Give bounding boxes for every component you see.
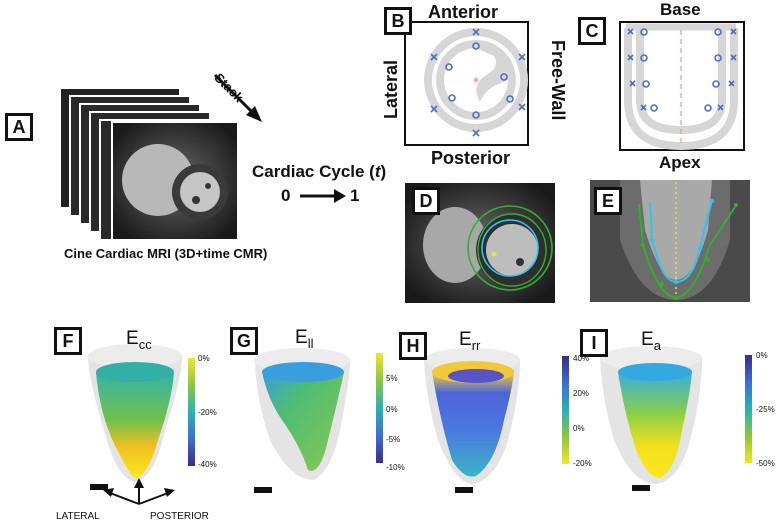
panel-label-i: I — [580, 329, 608, 357]
panel-label-b: B — [384, 7, 412, 35]
colorbar-i — [745, 355, 752, 463]
colorbar-h — [562, 356, 569, 464]
strain-title-g: Ell — [295, 327, 314, 351]
lateral-label: Lateral — [381, 59, 401, 119]
strain-title-h: Err — [459, 329, 481, 353]
strain-title-i: Ea — [641, 329, 661, 353]
tick-i-1: -25% — [756, 405, 775, 414]
ventricle-i — [600, 346, 702, 484]
tick-f-0: 0% — [198, 354, 210, 363]
panel-c-diagram — [619, 21, 745, 151]
tick-f-2: -40% — [198, 460, 217, 469]
tick-f-1: -20% — [198, 408, 217, 417]
cycle-start: 0 — [281, 186, 291, 205]
orientation-posterior: POSTERIOR — [150, 511, 209, 522]
cycle-arrow — [300, 189, 346, 203]
cardiac-cycle-label: Cardiac Cycle (t) — [252, 162, 387, 181]
tick-h-1: 20% — [573, 389, 590, 398]
orientation-lateral: LATERAL — [56, 511, 100, 522]
panel-label-d: D — [412, 187, 440, 215]
posterior-label: Posterior — [431, 148, 511, 168]
panel-label-a: A — [5, 113, 33, 141]
tick-g-2: -5% — [386, 435, 401, 444]
panel-d-image — [405, 183, 555, 303]
panel-b-diagram — [404, 21, 529, 146]
cycle-end: 1 — [350, 186, 360, 205]
tick-h-2: 0% — [573, 424, 585, 433]
tick-g-1: 0% — [386, 405, 398, 414]
tick-h-0: 40% — [573, 354, 590, 363]
free-wall-label: Free-Wall — [548, 40, 568, 121]
colorbar-f — [188, 358, 195, 466]
base-label: Base — [660, 0, 701, 19]
mri-stack — [59, 87, 239, 241]
stack-arrow — [213, 73, 262, 122]
panel-label-h: H — [399, 332, 427, 360]
scale-bar-f — [90, 484, 108, 490]
apex-label: Apex — [659, 153, 701, 172]
tick-h-3: -20% — [573, 459, 592, 468]
tick-g-3: -10% — [386, 463, 405, 472]
tick-i-2: -50% — [756, 459, 775, 468]
anterior-label: Anterior — [428, 2, 499, 22]
scale-bar-i — [632, 485, 650, 491]
ventricle-g — [254, 348, 350, 480]
ventricle-f — [88, 344, 182, 482]
ventricle-h — [424, 348, 520, 484]
tick-i-0: 0% — [756, 351, 768, 360]
panel-e-image — [590, 180, 750, 302]
scale-bar-g — [254, 487, 272, 493]
panel-label-f: F — [54, 327, 82, 355]
orientation-arrows — [103, 478, 175, 505]
scale-bar-h — [455, 487, 473, 493]
panel-label-c: C — [578, 17, 606, 45]
strain-title-f: Ecc — [126, 328, 152, 352]
colorbar-g — [376, 353, 383, 463]
mri-caption: Cine Cardiac MRI (3D+time CMR) — [64, 246, 268, 261]
panel-label-g: G — [230, 327, 258, 355]
tick-g-0: 5% — [386, 374, 398, 383]
panel-label-e: E — [594, 187, 622, 215]
